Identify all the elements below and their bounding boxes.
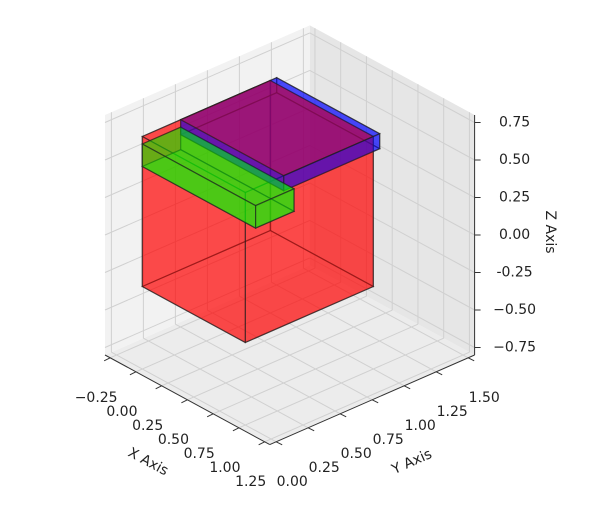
x-tick [181,399,188,404]
grid-line [309,182,475,273]
x-tick-label: 0.00 [106,404,137,420]
x-tick [206,413,214,418]
grid-line [104,144,311,236]
grid-line [271,281,437,373]
z-tick-label: 0.75 [499,115,530,131]
grid-line [104,69,311,161]
x-tick [103,357,111,362]
grid-line [239,295,405,387]
y-tick-label: 1.00 [405,418,436,434]
grid-line [303,267,469,359]
z-tick-label: 0.50 [499,152,530,168]
y-tick [371,399,379,404]
grid-line [143,337,309,429]
x-tick-label: 1.00 [209,460,240,476]
grid-line [104,182,311,273]
x-tick [155,385,162,390]
grid-line [309,32,475,123]
z-axis-label: Z Axis [542,210,558,253]
grid-line [104,32,311,123]
grid-line [309,219,475,311]
y-tick-label: 0.75 [373,432,404,448]
x-tick-label: 0.25 [132,418,163,434]
z-tick-label: −0.50 [493,302,536,318]
grid-line [309,69,475,161]
x-tick [232,427,240,432]
y-tick-label: 0.00 [277,474,308,490]
y-tick [307,427,315,432]
grid-line [104,257,311,348]
grid-line [207,309,373,401]
x-tick [258,441,265,446]
x-tick-label: 0.50 [158,432,189,448]
y-tick [339,413,347,418]
x-tick-label: −0.25 [75,390,118,406]
y-tick-label: 1.25 [437,404,468,420]
z-tick-label: −0.75 [493,340,536,356]
y-tick-label: 0.50 [341,446,372,462]
y-tick-label: 1.50 [469,390,500,406]
y-tick [467,357,475,362]
box-face [141,135,246,344]
y-tick-label: 0.25 [309,460,340,476]
z-tick-label: 0.00 [499,227,530,243]
grid-line [175,323,341,415]
grid-line [309,144,475,236]
grid-line [104,219,311,311]
y-tick [275,441,283,446]
z-tick-label: 0.25 [499,190,530,206]
y-tick [403,385,411,390]
z-tick-label: -0.25 [496,265,532,281]
grid-line [309,107,475,198]
x-tick-label: 1.25 [235,474,266,490]
grid-line [111,351,277,443]
x-tick-label: 0.75 [184,446,215,462]
box-face [255,187,295,230]
y-tick [435,371,443,376]
grid-line [309,257,475,348]
x-tick [129,371,137,376]
grid-line [104,107,311,198]
